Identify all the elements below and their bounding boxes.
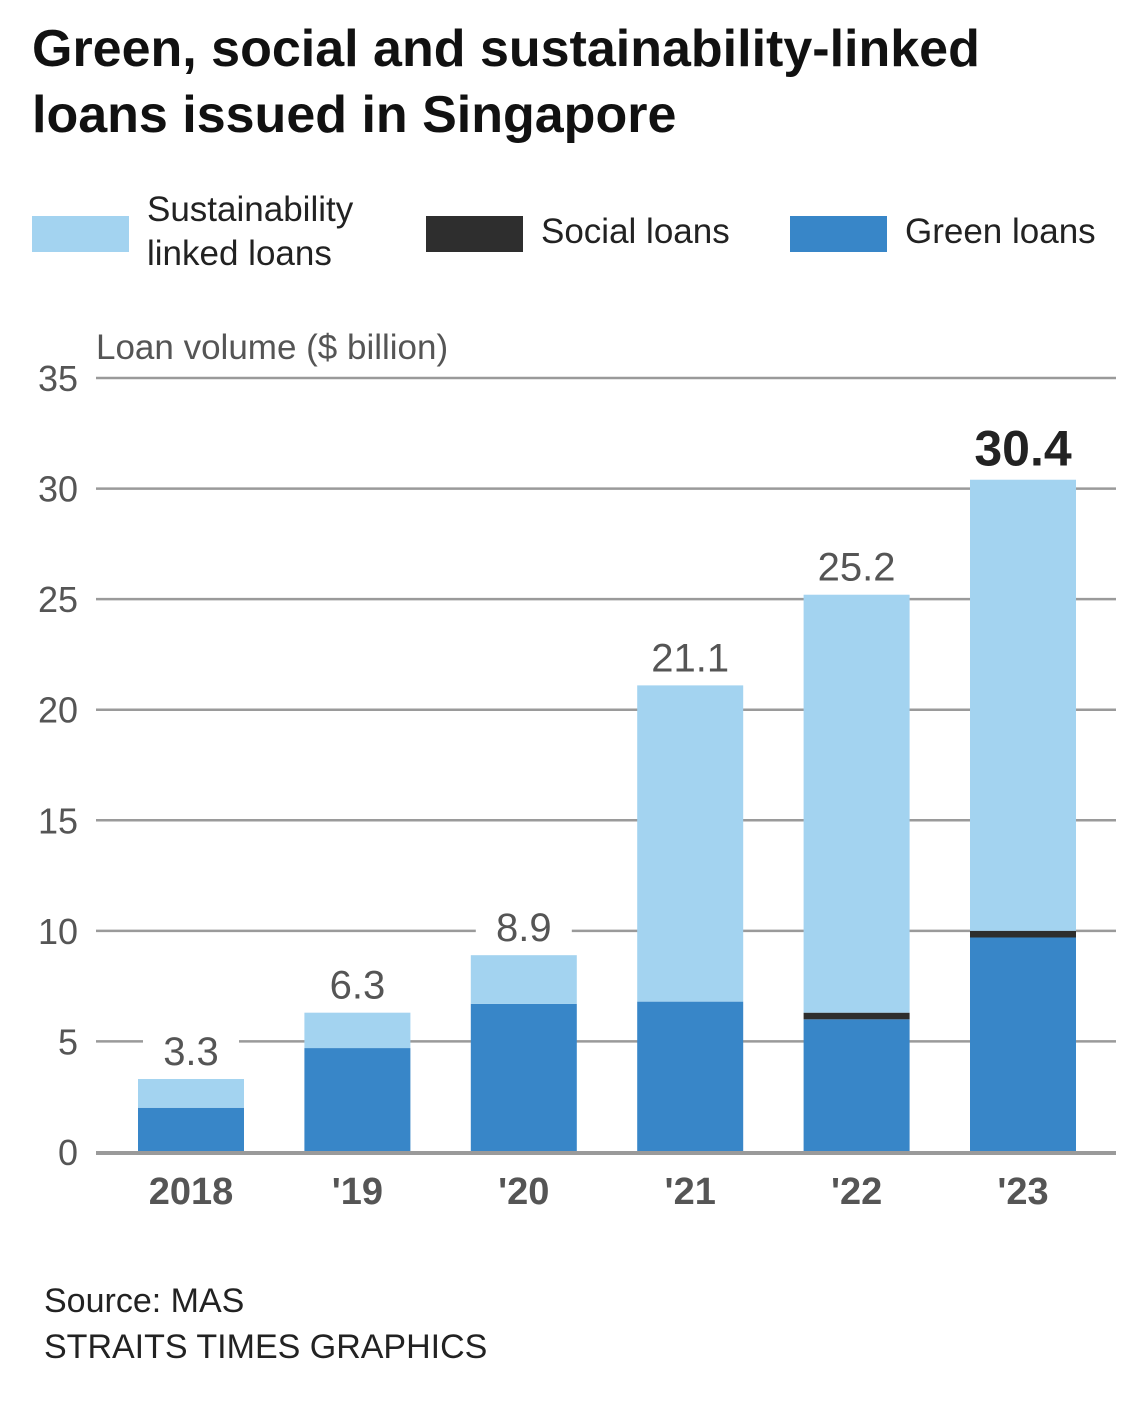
stacked-bar-chart: 0 5 10 15 20 25 30 35 Loan volume ($ billion) 3.3… <box>38 328 1116 1213</box>
bar-sustainability-linked-loans-2 <box>470 955 577 1004</box>
bar-sustainability-linked-loans-3 <box>637 685 744 1002</box>
legend: Sustainability linked loans Social loans… <box>32 188 1122 284</box>
x-tick-label-4: '22 <box>831 1171 882 1213</box>
bar-sustainability-linked-loans-0 <box>138 1079 244 1108</box>
bar-social-loans-5 <box>970 930 1076 938</box>
total-label-4: 25.2 <box>818 546 896 590</box>
x-tick-label-1: '19 <box>332 1171 383 1213</box>
bar-green-loans-4 <box>803 1019 910 1152</box>
y-tick-label-35: 35 <box>38 358 78 399</box>
x-tick-label-3: '21 <box>665 1171 716 1213</box>
total-label-5: 30.4 <box>974 421 1072 477</box>
bar-green-loans-2 <box>470 1003 577 1152</box>
y-tick-label-5: 5 <box>58 1021 78 1062</box>
y-tick-label-20: 20 <box>38 690 78 731</box>
bar-green-loans-1 <box>304 1048 411 1152</box>
y-axis-label: Loan volume ($ billion) <box>96 328 448 367</box>
y-tick-label-10: 10 <box>38 911 78 952</box>
chart-title: Green, social and sustainability-linked … <box>32 20 980 144</box>
bar-sustainability-linked-loans-1 <box>304 1012 411 1049</box>
x-tick-label-5: '23 <box>997 1171 1048 1213</box>
y-tick-label-0: 0 <box>58 1132 78 1173</box>
total-label-2: 8.9 <box>496 906 552 950</box>
bar-green-loans-0 <box>138 1107 244 1152</box>
total-label-0: 3.3 <box>163 1030 219 1074</box>
x-tick-label-0: 2018 <box>149 1171 234 1213</box>
legend-swatch-green <box>790 216 887 252</box>
bar-sustainability-linked-loans-4 <box>803 594 910 1013</box>
total-label-bg-3 <box>642 635 739 682</box>
total-label-1: 6.3 <box>330 964 386 1008</box>
legend-label-social: Social loans <box>541 212 730 251</box>
bar-sustainability-linked-loans-5 <box>970 479 1076 931</box>
total-label-3: 21.1 <box>651 636 729 680</box>
legend-swatch-sustainability <box>32 216 129 252</box>
bar-social-loans-4 <box>803 1012 910 1020</box>
y-tick-label-15: 15 <box>38 800 78 841</box>
legend-label-sustainability: Sustainability linked loans <box>147 190 354 273</box>
x-tick-label-2: '20 <box>498 1171 549 1213</box>
total-label-bg-5 <box>963 419 1083 476</box>
total-label-bg-2 <box>475 905 572 952</box>
source-note: Source: MAS <box>44 1282 245 1320</box>
total-label-bg-4 <box>808 544 905 591</box>
bar-green-loans-3 <box>637 1001 744 1152</box>
legend-swatch-social <box>426 216 523 252</box>
y-tick-label-25: 25 <box>38 579 78 620</box>
total-label-bg-0 <box>143 1029 239 1076</box>
bar-green-loans-5 <box>970 937 1076 1152</box>
y-tick-label-30: 30 <box>38 469 78 510</box>
graphics-credit: STRAITS TIMES GRAPHICS <box>44 1328 488 1366</box>
total-label-bg-1 <box>309 962 406 1009</box>
legend-label-green: Green loans <box>905 212 1096 251</box>
